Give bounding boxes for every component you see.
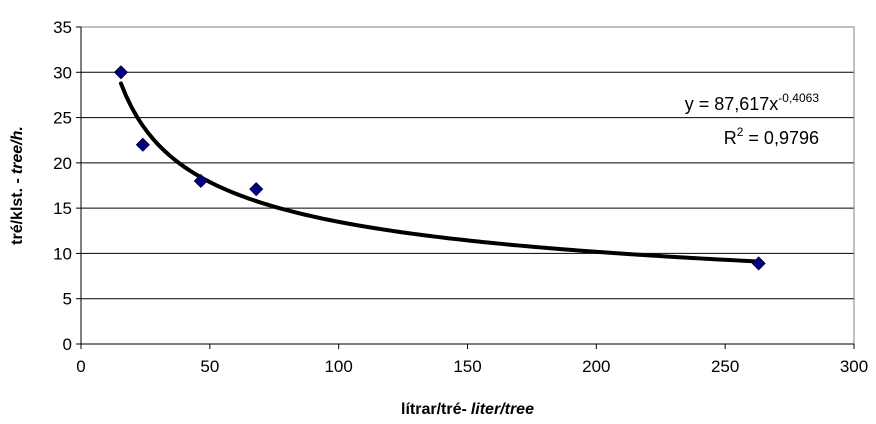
data-point-4: [249, 182, 264, 197]
data-point-2: [135, 137, 150, 152]
x-tick-label-250: 250: [711, 357, 739, 376]
x-tick-label-100: 100: [324, 357, 352, 376]
x-axis-title: lítrar/tré-liter/tree: [401, 401, 534, 418]
power-trendline: [118, 81, 761, 264]
r-squared-label: R2 = 0,9796: [724, 125, 819, 148]
plot-area-frame: [80, 26, 855, 345]
data-point-5: [751, 256, 766, 271]
y-tick-label-15: 15: [53, 199, 72, 218]
y-axis: 0 5 10 15 20 25 30 35: [53, 18, 82, 354]
x-tick-label-200: 200: [582, 357, 610, 376]
data-points: [113, 65, 766, 271]
y-axis-title: tré/klst. -tree/h.: [9, 126, 26, 245]
x-tick-label-0: 0: [76, 357, 85, 376]
x-tick-label-150: 150: [453, 357, 481, 376]
x-tick-label-300: 300: [840, 357, 868, 376]
x-axis: 0 50 100 150 200 250 300: [76, 343, 868, 376]
y-tick-label-25: 25: [53, 109, 72, 128]
gridlines: [81, 26, 854, 300]
data-point-3: [193, 173, 208, 189]
y-tick-label-35: 35: [53, 18, 72, 37]
trendline-equation: y = 87,617x-0,4063: [685, 91, 820, 114]
y-tick-label-5: 5: [63, 290, 72, 309]
y-tick-label-30: 30: [53, 63, 72, 82]
x-tick-label-50: 50: [200, 357, 219, 376]
y-tick-label-0: 0: [63, 335, 72, 354]
data-point-1: [113, 65, 129, 80]
y-tick-label-10: 10: [53, 244, 72, 263]
y-tick-label-20: 20: [53, 154, 72, 173]
